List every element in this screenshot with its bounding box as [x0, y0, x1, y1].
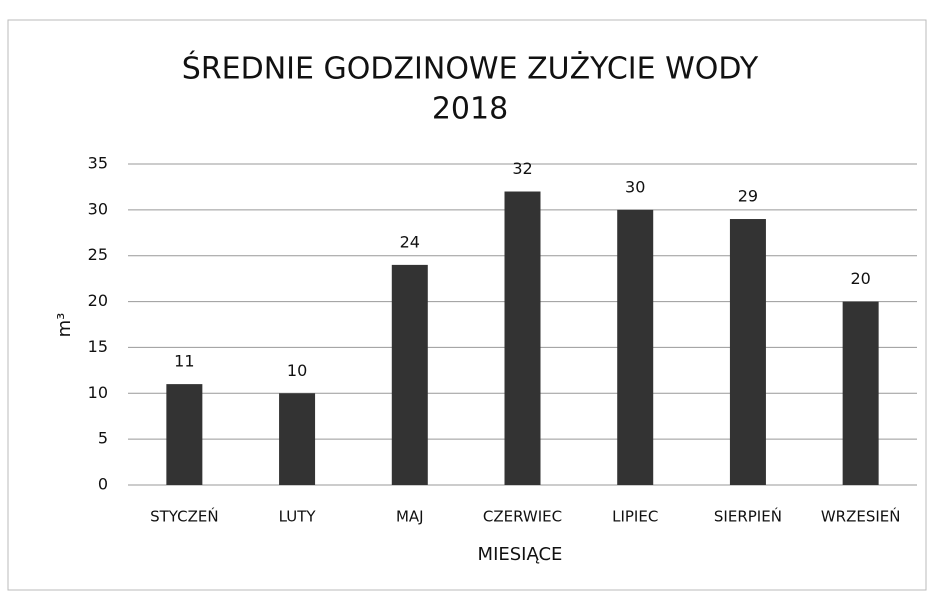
value-label: 10 — [287, 361, 307, 380]
value-label: 29 — [738, 187, 758, 206]
bar — [504, 191, 541, 485]
y-tick-label: 10 — [88, 383, 108, 402]
x-tick-label: MAJ — [396, 508, 424, 526]
x-axis-label: MIESIĄCE — [478, 544, 563, 565]
x-tick-label: SIERPIEŃ — [714, 507, 782, 526]
bar — [617, 209, 654, 485]
y-tick-label: 30 — [88, 199, 108, 218]
x-tick-label: STYCZEŃ — [150, 507, 218, 526]
value-label: 20 — [850, 269, 870, 288]
y-tick-label: 25 — [88, 245, 108, 264]
value-label: 30 — [625, 177, 645, 196]
y-tick-label: 35 — [88, 154, 108, 173]
bar — [166, 384, 203, 485]
y-tick-label: 5 — [98, 429, 108, 448]
y-tick-label: 15 — [88, 337, 108, 356]
value-label: 11 — [174, 352, 194, 371]
y-axis-label: m³ — [54, 313, 75, 338]
x-tick-label: WRZESIEŃ — [821, 507, 901, 526]
value-label: 24 — [400, 232, 420, 251]
bar — [729, 219, 766, 485]
chart-border — [7, 19, 927, 591]
y-tick-label: 20 — [88, 291, 108, 310]
x-tick-label: LUTY — [279, 508, 317, 526]
bar — [842, 301, 879, 485]
value-label: 32 — [512, 159, 532, 178]
y-tick-label: 0 — [98, 475, 108, 494]
x-tick-label: CZERWIEC — [483, 508, 562, 526]
bar — [391, 264, 428, 485]
x-tick-label: LIPIEC — [612, 508, 658, 526]
chart-title: ŚREDNIE GODZINOWE ZUŻYCIE WODY — [182, 50, 759, 87]
bar — [279, 393, 316, 485]
chart-subtitle: 2018 — [432, 92, 508, 127]
